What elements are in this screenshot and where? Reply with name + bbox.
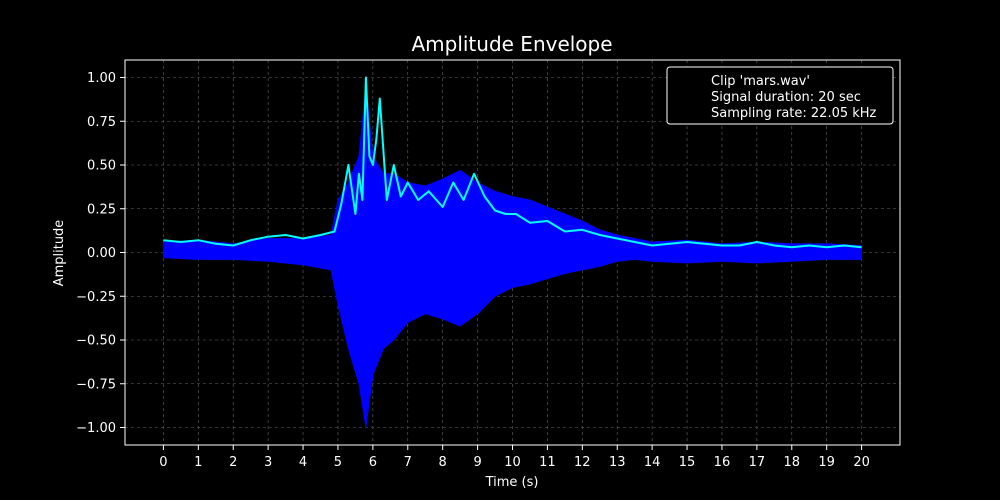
y-axis-label: Amplitude (52, 220, 67, 287)
x-tick-label: 17 (749, 455, 766, 470)
y-tick-label: −0.50 (76, 334, 116, 349)
x-tick-label: 6 (369, 455, 377, 470)
x-tick-label: 12 (574, 455, 591, 470)
plot-area (163, 76, 862, 428)
y-tick-label: 0.00 (87, 246, 116, 261)
y-tick-label: −0.25 (76, 290, 116, 305)
x-tick-label: 20 (853, 455, 870, 470)
x-tick-label: 1 (194, 455, 202, 470)
legend: Clip 'mars.wav' Signal duration: 20 sec … (666, 66, 894, 125)
y-tick-label: 1.00 (87, 71, 116, 86)
legend-entry-clip: Clip 'mars.wav' (711, 74, 810, 89)
x-tick-label: 2 (229, 455, 237, 470)
x-tick-label: 14 (644, 455, 661, 470)
x-tick-label: 18 (784, 455, 801, 470)
x-axis: 0 1 2 3 4 5 6 7 8 9 10 11 12 13 14 15 16 17 18 19 20 (159, 445, 870, 470)
chart-title: Amplitude Envelope (411, 32, 612, 56)
x-tick-label: 11 (539, 455, 556, 470)
x-tick-label: 10 (504, 455, 521, 470)
x-tick-label: 3 (264, 455, 272, 470)
x-axis-label: Time (s) (485, 475, 539, 490)
y-tick-label: −1.00 (76, 421, 116, 436)
waveform-band (163, 86, 862, 428)
y-tick-label: 0.75 (87, 115, 116, 130)
y-tick-label: 0.50 (87, 159, 116, 174)
x-tick-label: 7 (404, 455, 412, 470)
x-tick-label: 16 (714, 455, 731, 470)
x-tick-label: 15 (679, 455, 696, 470)
x-tick-label: 0 (159, 455, 167, 470)
x-tick-label: 5 (334, 455, 342, 470)
legend-box (666, 66, 894, 125)
x-tick-label: 9 (473, 455, 481, 470)
legend-entry-duration: Signal duration: 20 sec (711, 90, 861, 105)
x-tick-label: 19 (818, 455, 835, 470)
x-tick-label: 4 (299, 455, 307, 470)
y-tick-label: −0.75 (76, 377, 116, 392)
x-tick-label: 8 (439, 455, 447, 470)
y-axis: −1.00 −0.75 −0.50 −0.25 0.00 0.25 0.50 0.75 1.00 (76, 71, 125, 436)
legend-entry-sampling-rate: Sampling rate: 22.05 kHz (711, 106, 877, 121)
envelope-line (163, 76, 862, 249)
y-tick-label: 0.25 (87, 202, 116, 217)
x-tick-label: 13 (609, 455, 626, 470)
